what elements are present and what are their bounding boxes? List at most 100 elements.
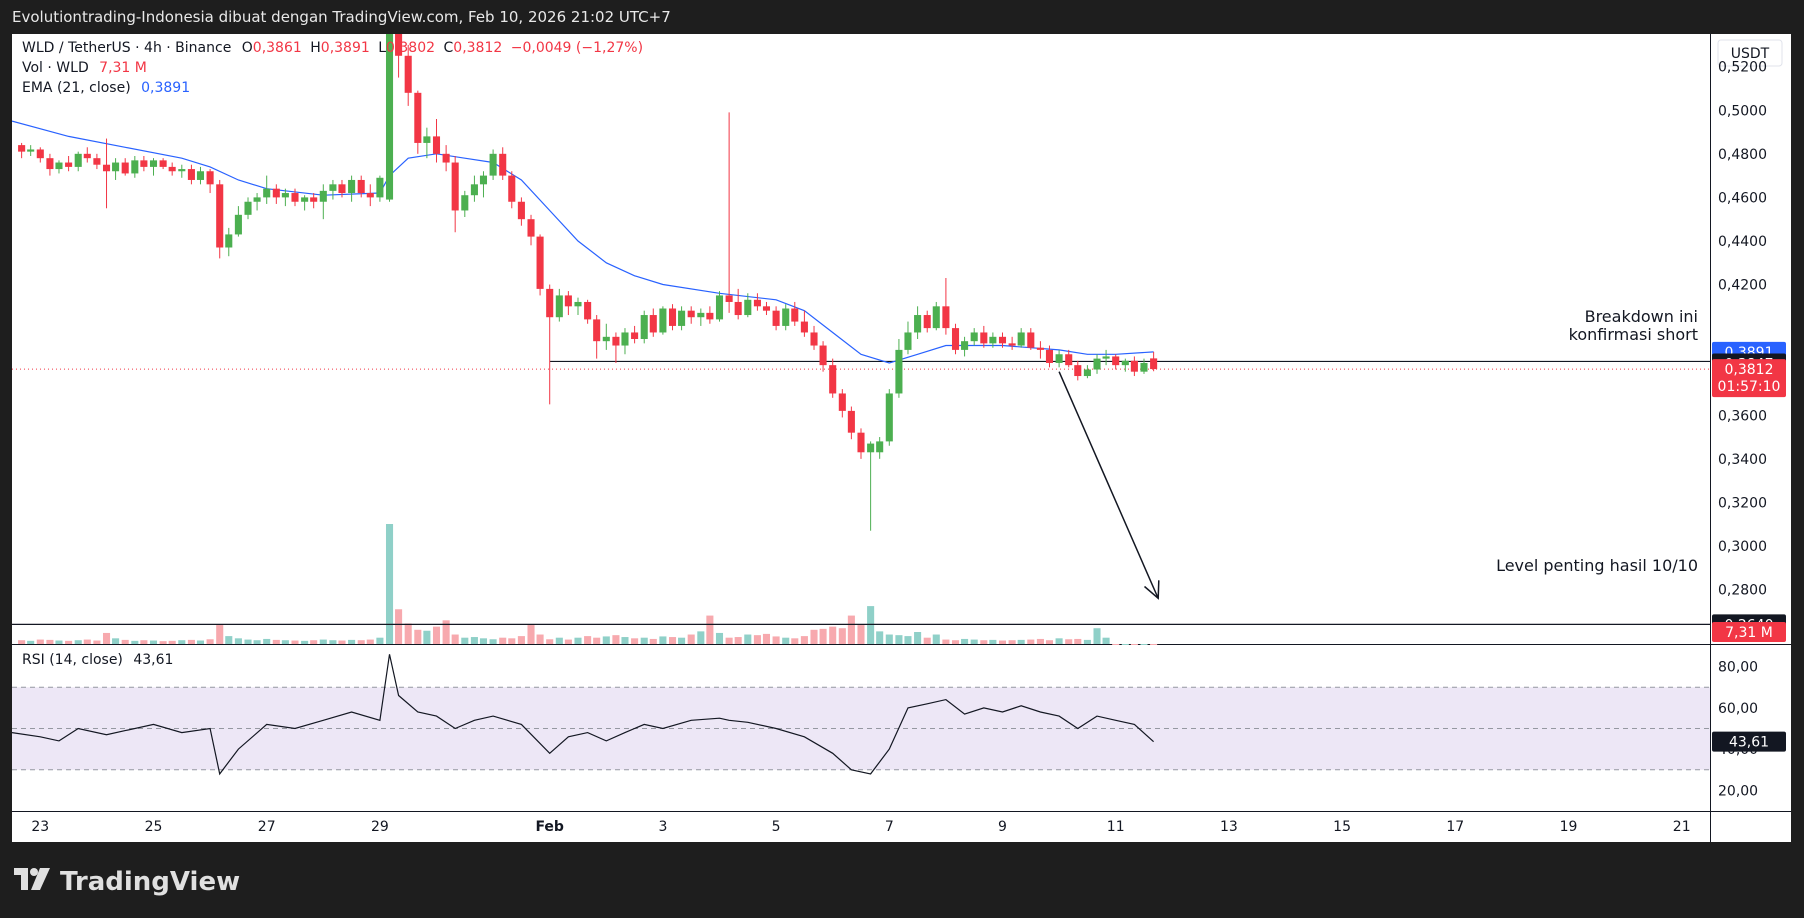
volume-bar: [810, 629, 818, 644]
candle: [55, 160, 63, 174]
legend-high: 0,3891: [320, 40, 370, 56]
candle: [281, 188, 289, 207]
badge-rsi-bg: [1712, 731, 1786, 752]
candle: [376, 175, 384, 202]
tradingview-logo[interactable]: TradingView: [14, 862, 240, 902]
volume-bar: [762, 633, 771, 644]
candle: [319, 184, 327, 220]
candle: [301, 195, 309, 211]
candle-body: [1065, 354, 1073, 366]
volume-bar: [1065, 639, 1073, 644]
volume-bar: [112, 638, 120, 644]
candle-body: [772, 310, 780, 326]
candle-body: [55, 162, 63, 170]
candle-body: [564, 295, 572, 307]
candle-body: [904, 332, 912, 350]
candle-body: [508, 175, 516, 202]
candle-body: [310, 197, 318, 202]
volume-bar: [216, 625, 224, 644]
volume-bar: [253, 640, 261, 644]
volume-bar: [499, 637, 507, 644]
candle: [584, 299, 592, 324]
volume-bar: [470, 637, 478, 644]
candle: [857, 428, 865, 459]
candle: [980, 325, 988, 348]
volume-bar: [867, 606, 875, 644]
volume-bar: [196, 640, 205, 644]
candle: [291, 188, 299, 207]
candle: [366, 184, 374, 207]
candle-body: [178, 169, 186, 172]
candle: [678, 306, 686, 331]
volume-bar: [725, 637, 733, 644]
volume-bar: [998, 640, 1007, 644]
volume-bar: [310, 640, 318, 644]
candle-body: [867, 443, 875, 453]
candle: [404, 44, 412, 106]
volume-bar: [281, 640, 289, 644]
candle-body: [706, 312, 714, 320]
volume-bar: [140, 640, 148, 644]
volume-bar: [1112, 644, 1120, 645]
candle-body: [348, 179, 356, 194]
volume-bar: [678, 637, 686, 644]
volume-bar: [395, 609, 403, 644]
volume-bar: [980, 640, 988, 644]
volume-bar: [951, 640, 960, 644]
candle: [36, 147, 44, 163]
candle: [272, 184, 280, 204]
candle: [168, 162, 176, 176]
candle-body: [574, 301, 582, 307]
candle-body: [1093, 358, 1101, 370]
volume-bar: [602, 636, 610, 644]
time-tick-label: 23: [31, 819, 49, 835]
candle: [451, 156, 459, 233]
time-tick-label: 11: [1107, 819, 1125, 835]
volume-bar: [1150, 644, 1158, 645]
price-tick-label: 0,3000: [1718, 539, 1767, 555]
volume-bar: [366, 639, 374, 644]
volume-bar: [885, 634, 893, 644]
price-tick-label: 0,3600: [1718, 408, 1767, 424]
time-tick-label: 27: [258, 819, 276, 835]
volume-bar: [706, 615, 714, 644]
candle: [83, 147, 91, 163]
legend-ema: EMA (21, close) 0,3891: [22, 80, 190, 96]
candle-body: [697, 312, 705, 318]
candle: [159, 158, 167, 170]
volume-bar: [800, 636, 808, 644]
candle-body: [36, 149, 44, 159]
volume-bar: [27, 640, 35, 644]
candle: [819, 341, 827, 372]
price-tick-label: 0,5200: [1718, 60, 1767, 76]
candle-body: [970, 332, 978, 342]
candle-body: [159, 160, 167, 167]
candle-body: [357, 179, 365, 194]
candle-body: [687, 310, 695, 318]
breakdown-arrow-head: [1144, 580, 1160, 600]
volume-bar: [527, 625, 535, 644]
volume-bar: [942, 639, 950, 644]
ema-line: [12, 120, 1154, 364]
candle: [489, 149, 497, 180]
candle: [659, 306, 667, 335]
volume-bar: [753, 635, 761, 644]
candle: [564, 291, 572, 316]
volume-bar: [546, 639, 554, 644]
volume-bar: [414, 629, 422, 644]
volume-bar: [744, 634, 752, 644]
candle-body: [980, 332, 988, 344]
volume-bar: [517, 636, 525, 644]
legend-close: 0,3812: [453, 40, 503, 56]
chart-frame[interactable]: Breakdown ini konfirmasi short Level penti…: [12, 34, 1791, 842]
candle: [932, 301, 940, 331]
candle-body: [281, 193, 289, 198]
candle-body: [1074, 365, 1082, 377]
volume-bar: [168, 640, 176, 644]
volume-bar: [970, 639, 978, 644]
legend-ohlc: WLD / TetherUS · 4h · Binance O0,3861 H0…: [22, 40, 643, 56]
breakdown-label-line1: Breakdown ini: [1585, 307, 1698, 326]
candle-body: [1112, 356, 1120, 366]
candle: [432, 118, 441, 163]
